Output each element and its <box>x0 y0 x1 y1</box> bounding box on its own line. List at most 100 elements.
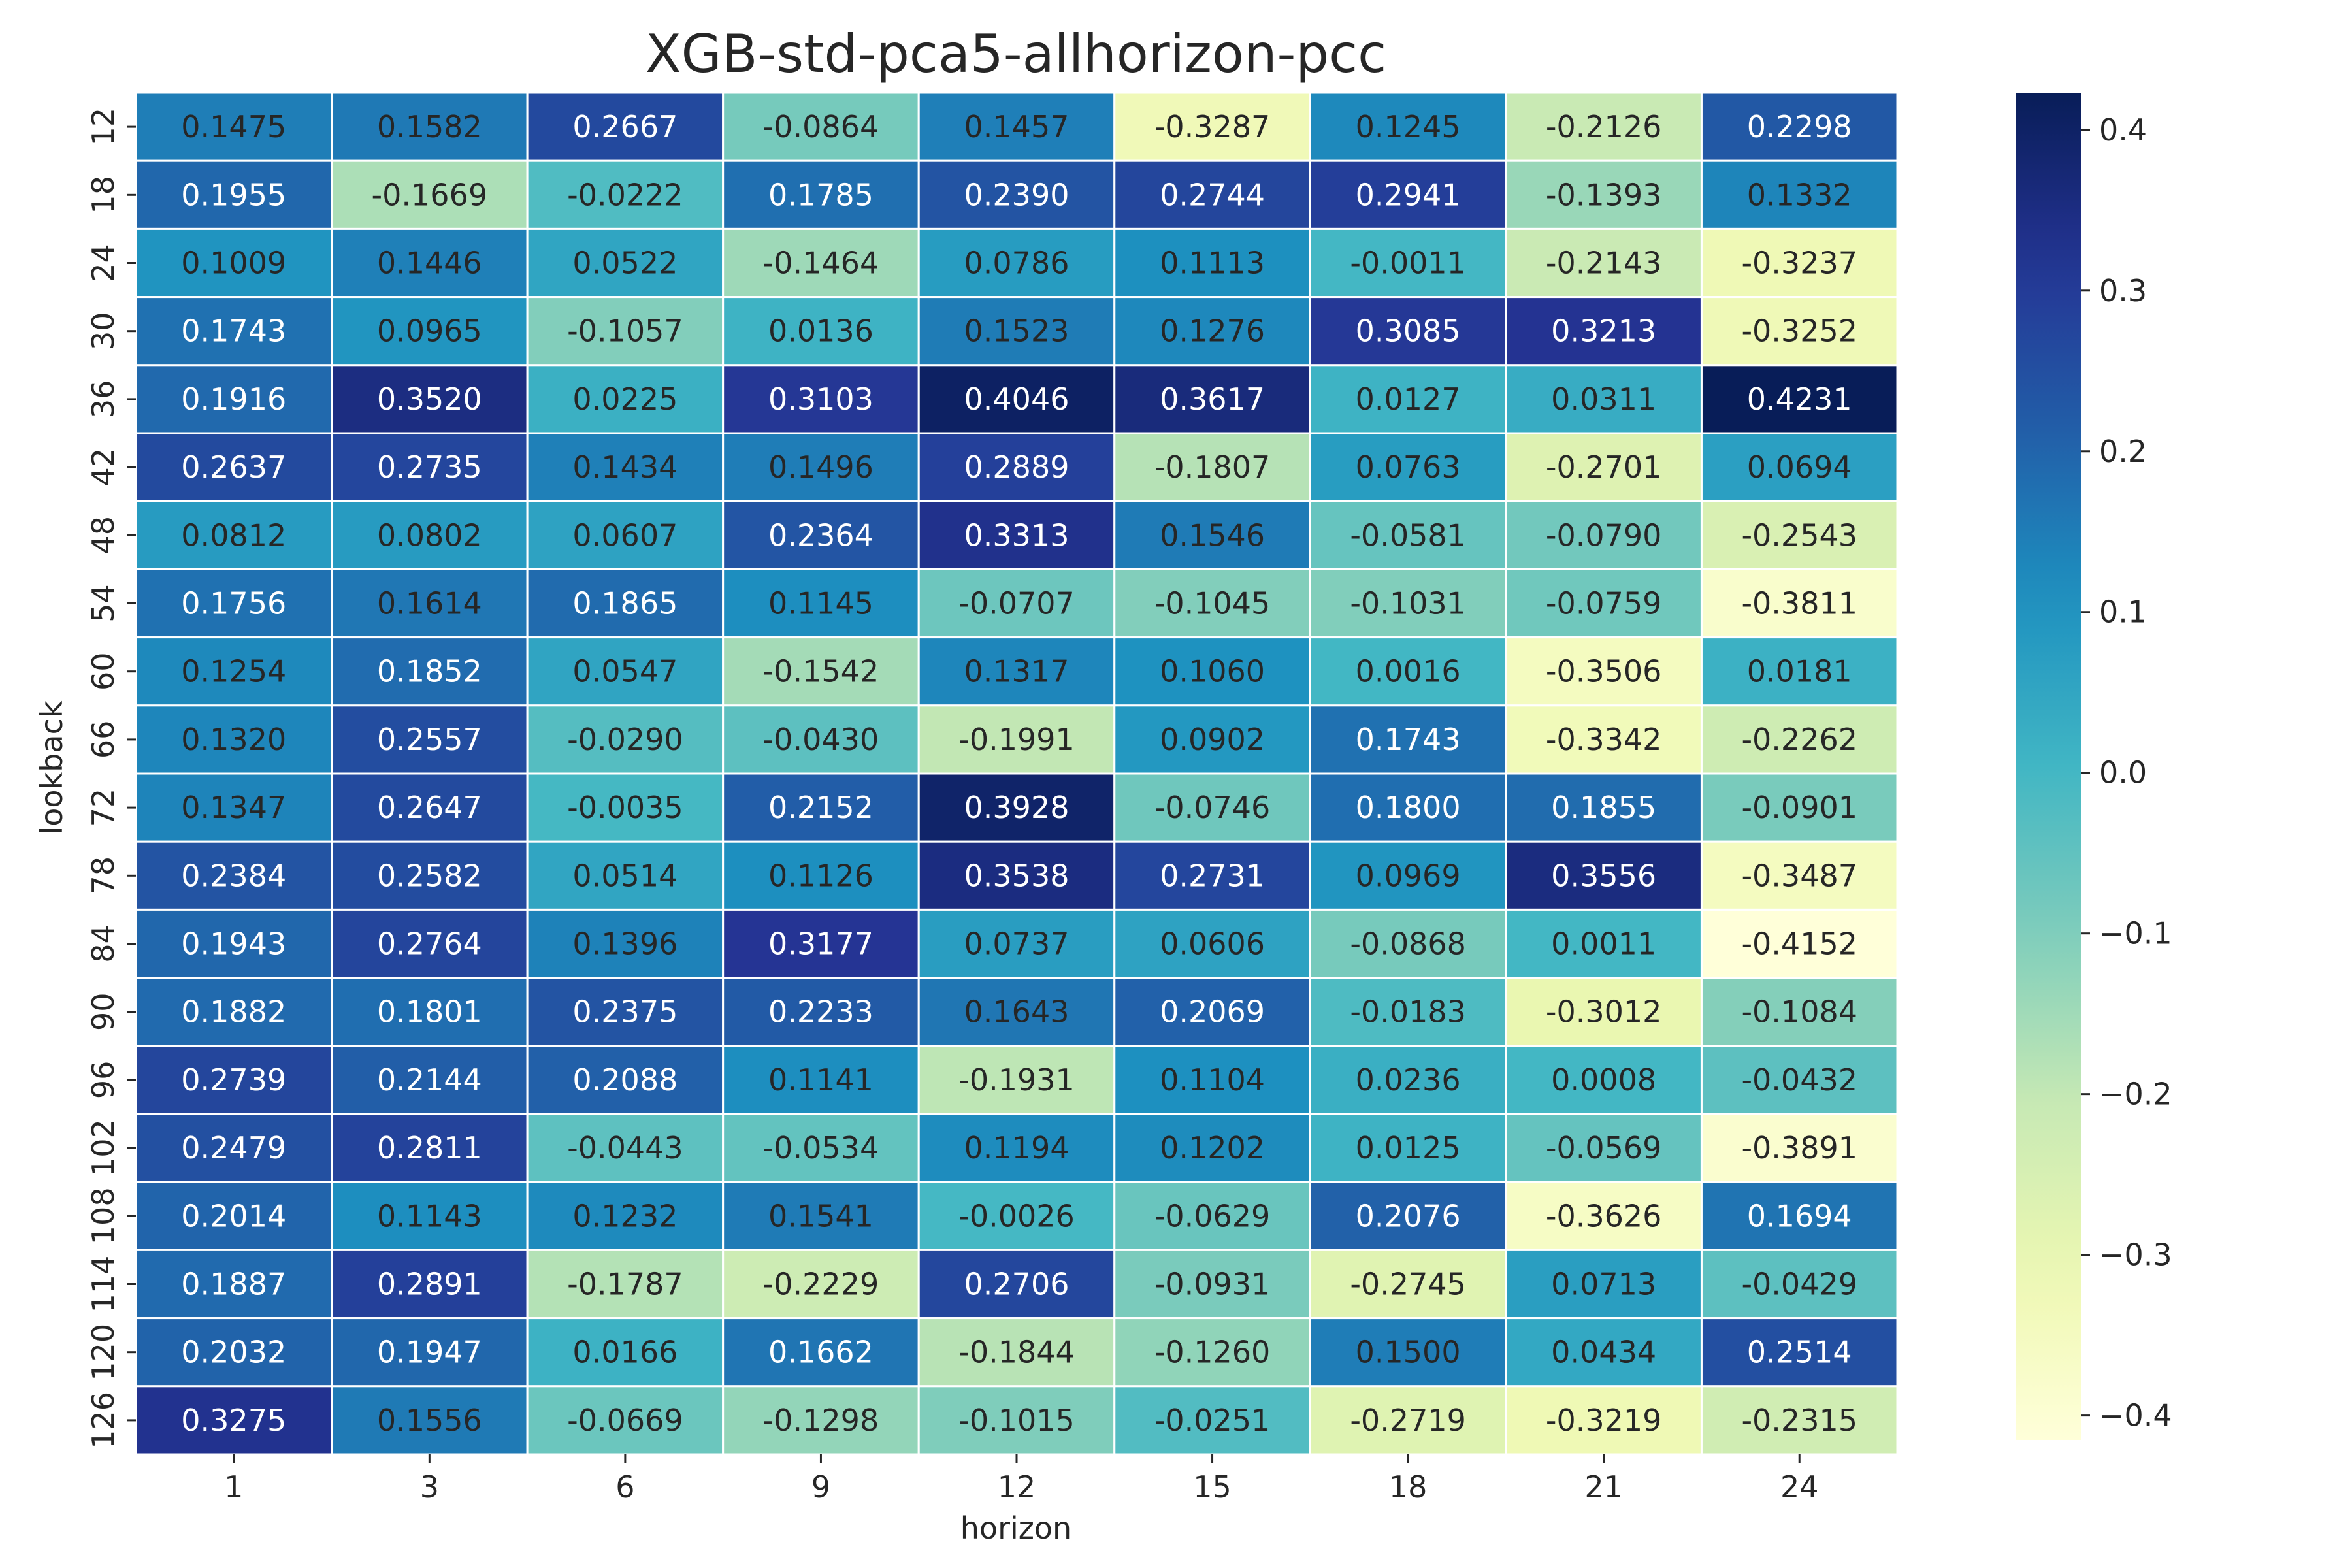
heatmap-cell <box>1700 432 1899 502</box>
x-tick-label: 12 <box>998 1469 1036 1505</box>
cell-value-label: 0.1743 <box>1356 722 1461 757</box>
heatmap-cell <box>135 227 333 299</box>
cell-value-label: 0.0136 <box>768 314 874 349</box>
cell-value-label: 0.1887 <box>181 1267 286 1302</box>
heatmap-cell <box>722 568 920 639</box>
heatmap-cell <box>722 1181 920 1251</box>
cell-value-label: 0.3556 <box>1551 858 1656 893</box>
heatmap-cell <box>331 1181 529 1251</box>
cell-value-label: 0.1245 <box>1356 109 1461 144</box>
heatmap-cell <box>1505 159 1703 230</box>
cell-value-label: 0.2384 <box>181 858 286 893</box>
heatmap-cell <box>1505 1045 1703 1115</box>
heatmap-cell <box>1113 704 1311 775</box>
heatmap-cell <box>1700 704 1899 775</box>
y-tick-label: 120 <box>86 1324 121 1381</box>
heatmap-cell <box>331 636 529 707</box>
x-tick-label: 1 <box>224 1469 243 1505</box>
cell-value-label: 0.2069 <box>1160 994 1265 1030</box>
x-tick-label: 15 <box>1193 1469 1232 1505</box>
cell-value-label: -0.3811 <box>1741 586 1857 621</box>
cell-value-label: 0.3928 <box>964 790 1070 825</box>
cell-value-label: 0.0011 <box>1551 926 1656 962</box>
cell-value-label: 0.1955 <box>181 177 286 212</box>
heatmap-cell <box>1505 432 1703 502</box>
cell-value-label: 0.1113 <box>1160 246 1265 281</box>
heatmap-cell <box>1309 704 1507 775</box>
cell-value-label: 0.1756 <box>181 586 286 621</box>
cell-value-label: 0.1276 <box>1160 314 1265 349</box>
heatmap-cell <box>526 568 725 639</box>
cell-value-label: -0.0429 <box>1741 1267 1857 1302</box>
heatmap-cell <box>331 704 529 775</box>
cell-value-label: 0.3617 <box>1160 382 1265 417</box>
cell-value-label: 0.4231 <box>1747 382 1852 417</box>
cell-value-label: -0.0901 <box>1741 790 1857 825</box>
heatmap-cell <box>135 772 333 843</box>
cell-value-label: 0.1541 <box>768 1198 874 1233</box>
heatmap-cell <box>1309 908 1507 979</box>
heatmap-cell <box>917 1385 1116 1456</box>
cell-value-label: -0.0629 <box>1154 1198 1271 1233</box>
cell-value-label: -0.0669 <box>567 1403 683 1438</box>
y-tick-label: 42 <box>86 448 121 487</box>
cell-value-label: 0.1801 <box>377 994 482 1030</box>
cell-value-label: -0.0222 <box>567 177 683 212</box>
y-tick-label: 72 <box>86 789 121 827</box>
cell-value-label: 0.1104 <box>1160 1062 1265 1098</box>
x-tick-label: 21 <box>1584 1469 1623 1505</box>
cell-value-label: 0.1882 <box>181 994 286 1030</box>
heatmap-cell <box>917 500 1116 570</box>
cell-value-label: 0.2088 <box>572 1062 678 1098</box>
heatmap-cell <box>1700 364 1899 434</box>
heatmap-cell <box>331 1249 529 1320</box>
cell-value-label: 0.0166 <box>572 1335 678 1370</box>
cell-value-label: 0.2479 <box>181 1130 286 1166</box>
cell-value-label: -0.0011 <box>1350 246 1466 281</box>
heatmap-cell <box>917 227 1116 299</box>
cell-value-label: 0.2744 <box>1160 177 1265 212</box>
cell-value-label: -0.2745 <box>1350 1267 1466 1302</box>
heatmap-cell <box>135 977 333 1047</box>
heatmap-cell <box>526 840 725 911</box>
heatmap-cell <box>135 840 333 911</box>
cell-value-label: 0.1009 <box>181 246 286 281</box>
cell-value-label: 0.0606 <box>1160 926 1265 962</box>
heatmap-cell <box>526 1113 725 1183</box>
heatmap-cell <box>722 1113 920 1183</box>
heatmap-cell <box>1113 568 1311 639</box>
heatmap-cell <box>526 432 725 502</box>
heatmap-cell <box>135 704 333 775</box>
heatmap-cell <box>1505 772 1703 843</box>
heatmap-cell <box>1700 159 1899 230</box>
heatmap-cell <box>1700 1249 1899 1320</box>
heatmap-cell <box>135 1181 333 1251</box>
heatmap-cell <box>135 91 333 162</box>
cell-value-label: -0.0432 <box>1741 1062 1857 1098</box>
cell-value-label: -0.1787 <box>567 1267 683 1302</box>
colorbar-tick-label: −0.4 <box>2099 1398 2172 1433</box>
x-axis-ticks: 1 3 6 9 12 15 18 21 24 <box>224 1454 1818 1505</box>
heatmap-cell <box>917 432 1116 502</box>
cell-value-label: 0.1800 <box>1356 790 1461 825</box>
cell-value-label: -0.0443 <box>567 1130 683 1166</box>
heatmap-cell <box>526 159 725 230</box>
heatmap-cell <box>1505 91 1703 162</box>
cell-value-label: 0.1434 <box>572 449 678 485</box>
cell-value-label: 0.1500 <box>1356 1335 1461 1370</box>
heatmap-cell <box>917 772 1116 843</box>
heatmap-cell <box>1700 227 1899 299</box>
cell-value-label: 0.0763 <box>1356 449 1461 485</box>
heatmap-cell <box>1700 296 1899 367</box>
colorbar-tick-label: −0.2 <box>2099 1077 2172 1112</box>
heatmap-cell <box>722 840 920 911</box>
heatmap-cell <box>917 1045 1116 1115</box>
heatmap-cell <box>917 159 1116 230</box>
cell-value-label: -0.0569 <box>1546 1130 1662 1166</box>
y-tick-label: 96 <box>86 1061 121 1100</box>
heatmap-cell <box>1113 364 1311 434</box>
heatmap-cell <box>526 1045 725 1115</box>
cell-value-label: 0.0236 <box>1356 1062 1461 1098</box>
cell-value-label: 0.0434 <box>1551 1335 1656 1370</box>
cell-value-label: 0.2144 <box>377 1062 482 1098</box>
